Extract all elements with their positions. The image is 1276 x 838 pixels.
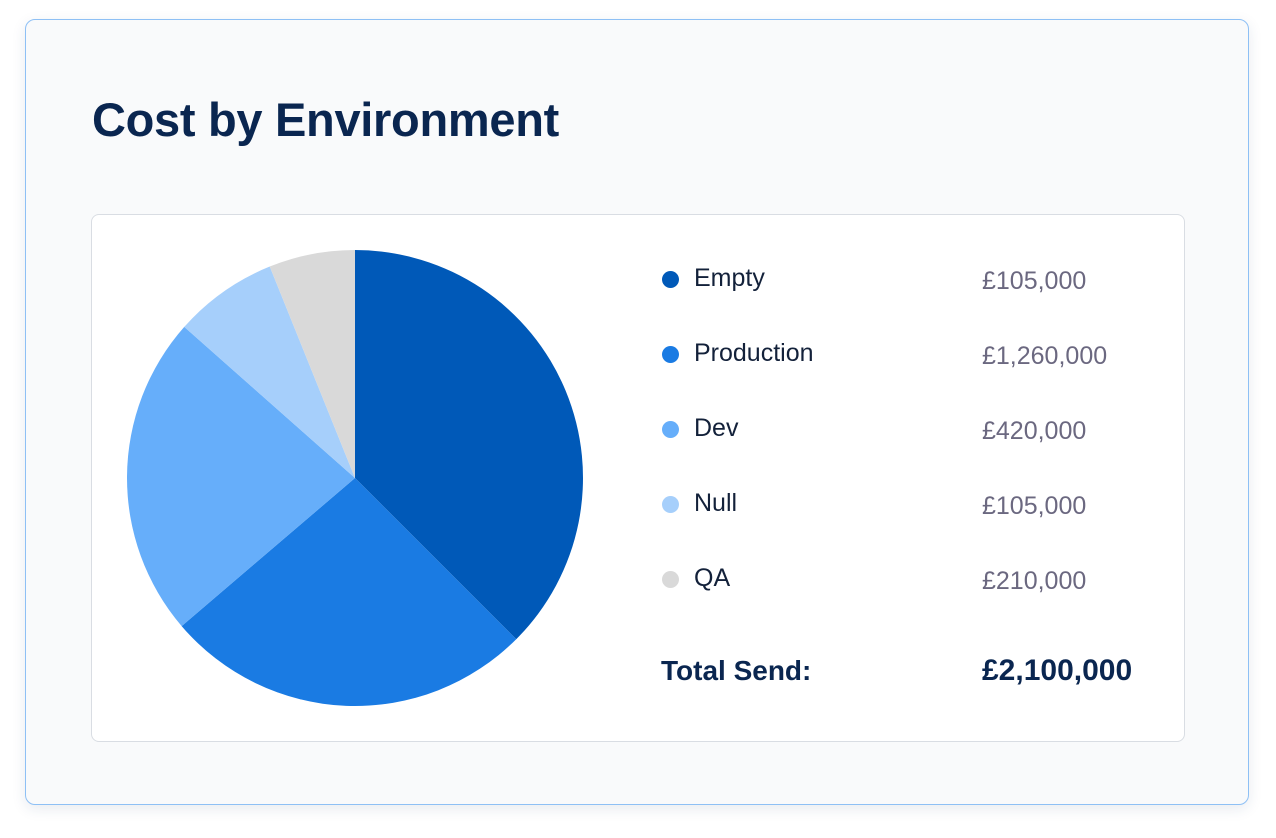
legend-item-null[interactable]: Null £105,000 bbox=[660, 485, 1160, 525]
legend-dot bbox=[662, 271, 679, 288]
card-title: Cost by Environment bbox=[92, 93, 559, 146]
legend-item-empty[interactable]: Empty £105,000 bbox=[660, 260, 1160, 300]
legend-value: £105,000 bbox=[982, 267, 1087, 295]
legend-value: £105,000 bbox=[982, 492, 1087, 520]
legend-item-dev[interactable]: Dev £420,000 bbox=[660, 410, 1160, 450]
legend-dot bbox=[662, 421, 679, 438]
total-label: Total Send: bbox=[661, 655, 812, 686]
total-value: £2,100,000 bbox=[982, 654, 1133, 687]
legend-item-production[interactable]: Production £1,260,000 bbox=[660, 335, 1160, 375]
legend-dot bbox=[662, 571, 679, 588]
legend-label: Production bbox=[694, 339, 814, 367]
chart-panel: Empty £105,000 Production £1,260,000 Dev £420… bbox=[91, 214, 1185, 742]
pie-slice-production[interactable] bbox=[181, 478, 517, 706]
pie-slice-dev[interactable] bbox=[127, 326, 355, 627]
pie-slice-qa[interactable] bbox=[269, 250, 355, 478]
pie-chart bbox=[127, 250, 583, 706]
legend-label: QA bbox=[694, 564, 731, 592]
legend-value: £420,000 bbox=[982, 417, 1087, 445]
legend-label: Dev bbox=[694, 414, 739, 442]
pie-slice-null[interactable] bbox=[184, 266, 355, 478]
legend-dot bbox=[662, 496, 679, 513]
legend-label: Null bbox=[694, 489, 738, 517]
cost-by-environment-card: Cost by Environment Empty £105,000 Product… bbox=[25, 19, 1249, 805]
legend-label: Empty bbox=[694, 264, 765, 292]
legend-dot bbox=[662, 346, 679, 363]
legend-value: £210,000 bbox=[982, 567, 1087, 595]
pie-slice-empty[interactable] bbox=[355, 250, 583, 640]
legend-value: £1,260,000 bbox=[982, 342, 1108, 370]
legend-item-qa[interactable]: QA £210,000 bbox=[660, 560, 1160, 600]
